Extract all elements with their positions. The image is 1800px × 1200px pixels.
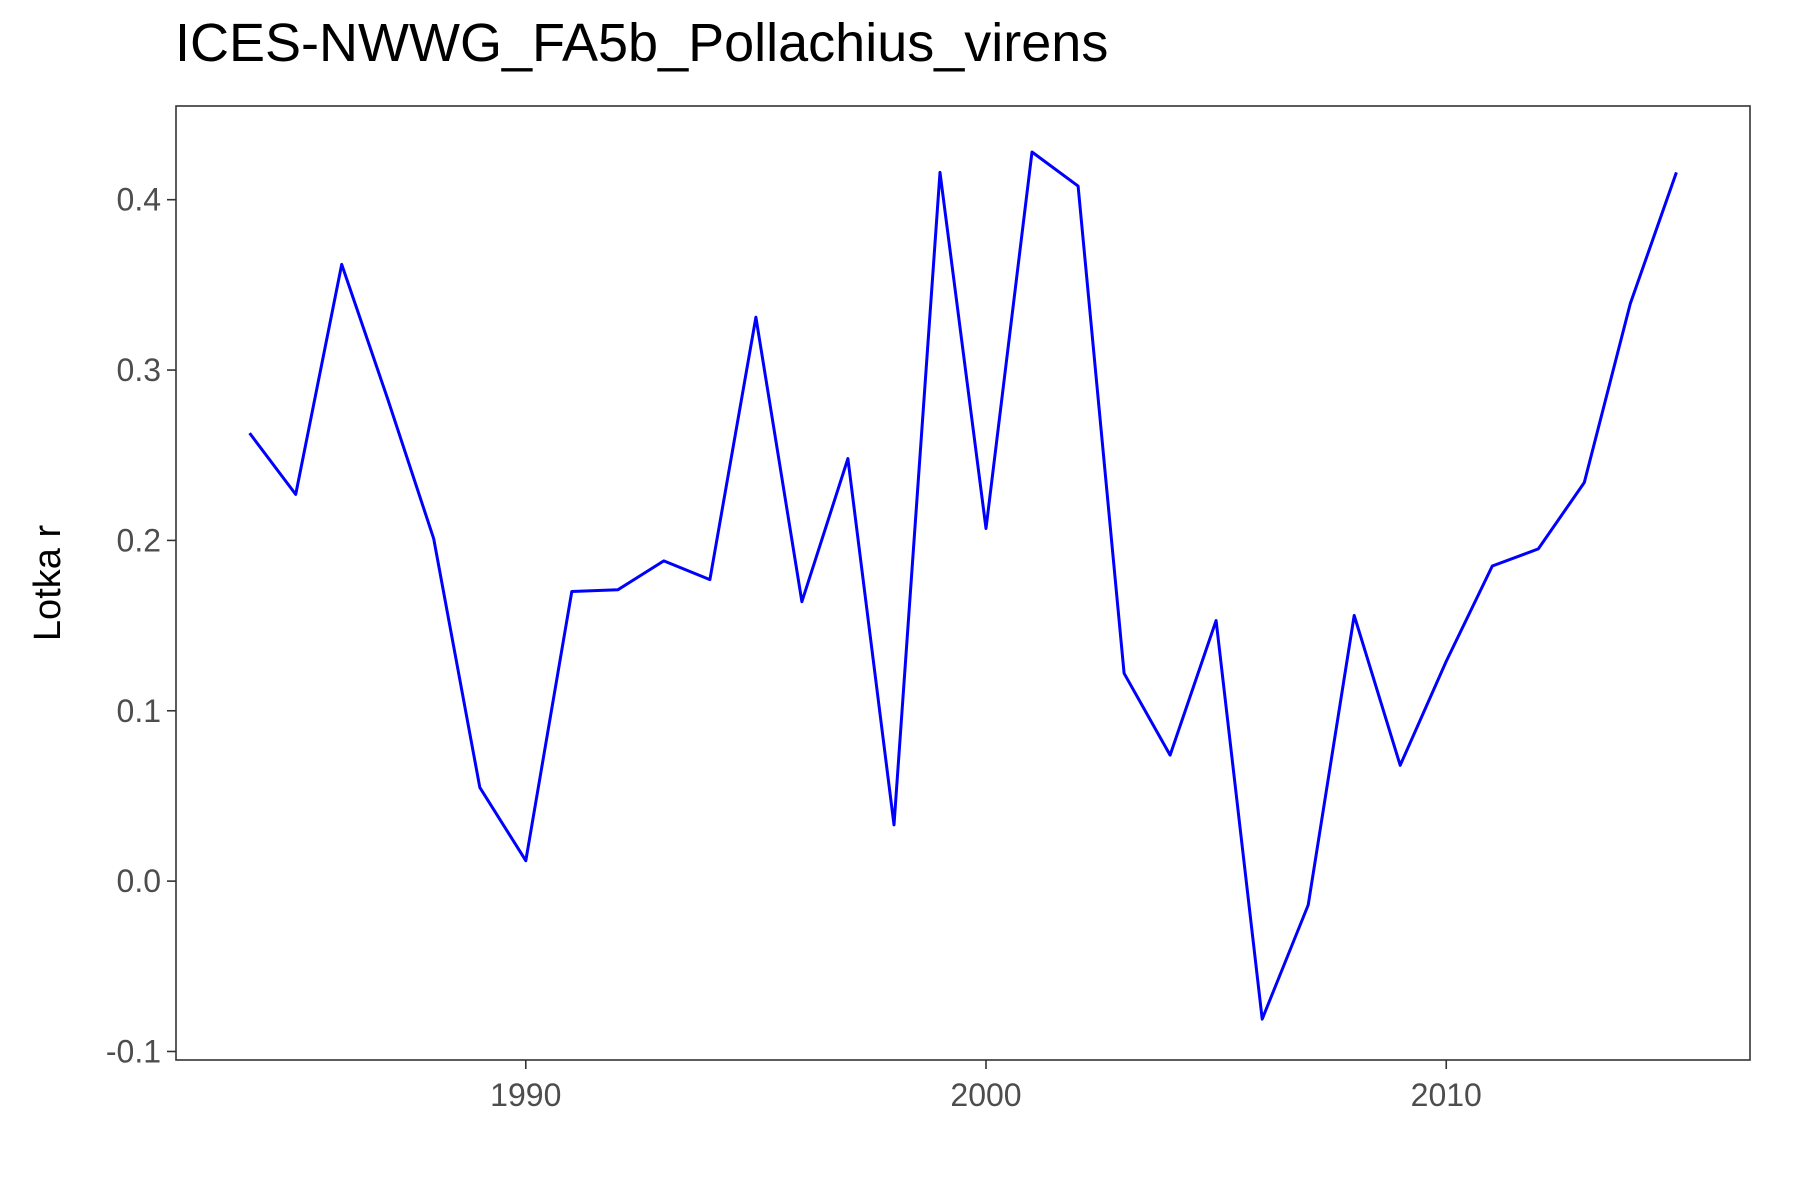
y-tick-label: -0.1 [106, 1033, 161, 1069]
data-point [1629, 302, 1632, 305]
chart-title: ICES-NWWG_FA5b_Pollachius_virens [175, 13, 1109, 73]
data-point [662, 559, 665, 562]
data-point [985, 527, 988, 530]
data-point [1353, 614, 1356, 617]
data-point [616, 588, 619, 591]
data-point [524, 859, 527, 862]
x-tick-label: 1990 [490, 1077, 561, 1113]
y-tick-label: 0.2 [117, 522, 161, 558]
data-point [800, 600, 803, 603]
data-point [1583, 481, 1586, 484]
plot-panel [175, 105, 1751, 1061]
data-point [708, 578, 711, 581]
data-point [570, 590, 573, 593]
y-tick-label: 0.4 [117, 182, 161, 218]
data-point [1307, 903, 1310, 906]
data-point [846, 457, 849, 460]
y-axis: -0.1 0.0 0.1 0.2 0.3 0.4 [106, 182, 176, 1069]
y-axis-title: Lotka r [27, 525, 69, 642]
data-point [1537, 547, 1540, 550]
data-point [432, 537, 435, 540]
series-line [248, 150, 1678, 1021]
data-point [1445, 660, 1448, 663]
data-point [1031, 150, 1034, 153]
x-tick-label: 2010 [1411, 1077, 1482, 1113]
data-point [1261, 1018, 1264, 1021]
data-point [1123, 672, 1126, 675]
y-tick-label: 0.0 [117, 863, 161, 899]
x-tick-label: 2000 [950, 1077, 1021, 1113]
data-point [1077, 185, 1080, 188]
data-point [1491, 564, 1494, 567]
data-point [248, 432, 251, 435]
data-point [754, 316, 757, 319]
data-point [294, 493, 297, 496]
data-point [340, 263, 343, 266]
data-point [1215, 619, 1218, 622]
data-point [892, 823, 895, 826]
y-tick-label: 0.3 [117, 352, 161, 388]
series-group [248, 150, 1678, 1021]
data-point [938, 171, 941, 174]
data-point [478, 786, 481, 789]
data-point [1169, 754, 1172, 757]
y-tick-label: 0.1 [117, 693, 161, 729]
x-axis: 1990 2000 2010 [490, 1060, 1482, 1113]
data-point [1675, 171, 1678, 174]
data-point [386, 398, 389, 401]
data-point [1399, 764, 1402, 767]
